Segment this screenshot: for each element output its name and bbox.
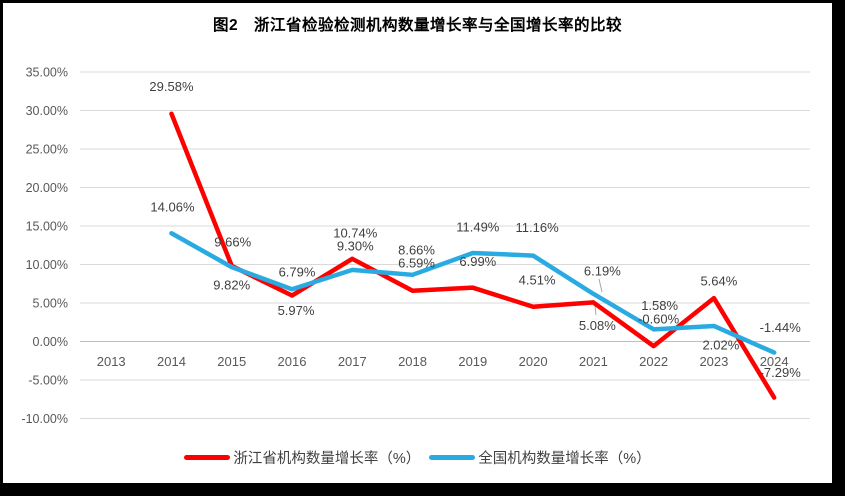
x-axis-tick-label: 2022 — [639, 354, 668, 369]
zhejiang-legend-swatch — [184, 455, 231, 460]
national-legend-label: 全国机构数量增长率（%） — [478, 451, 651, 467]
data-label: 6.79% — [279, 265, 316, 280]
data-label: 9.82% — [213, 277, 250, 292]
chart-legend: 浙江省机构数量增长率（%） 全国机构数量增长率（%） — [3, 447, 832, 468]
y-axis-tick-label: 0.00% — [33, 335, 68, 349]
data-label: 2.02% — [702, 337, 739, 352]
x-axis-tick-label: 2014 — [157, 354, 186, 369]
label-leader-line — [594, 305, 597, 316]
data-label: 14.06% — [150, 200, 195, 215]
y-axis-tick-label: 5.00% — [33, 297, 68, 311]
data-label: 6.19% — [584, 263, 621, 278]
data-label: 6.99% — [459, 254, 496, 269]
y-axis-tick-label: 35.00% — [26, 66, 68, 80]
y-axis-tick-label: 30.00% — [26, 104, 68, 118]
data-label: 5.64% — [700, 274, 737, 289]
x-axis-tick-label: 2018 — [398, 354, 427, 369]
data-label: 11.49% — [456, 220, 500, 235]
x-axis-tick-label: 2013 — [97, 354, 126, 369]
legend-item-zhejiang: 浙江省机构数量增长率（%） — [184, 447, 420, 468]
data-label: -1.44% — [760, 320, 802, 335]
x-axis-tick-label: 2024 — [760, 354, 789, 369]
data-label: 8.66% — [398, 242, 435, 257]
x-axis-tick-label: 2017 — [338, 354, 367, 369]
national-legend-swatch — [429, 455, 476, 460]
data-label: 5.08% — [579, 318, 616, 333]
x-axis-tick-label: 2020 — [519, 354, 548, 369]
data-label: 6.59% — [398, 255, 435, 270]
data-label: 11.16% — [516, 220, 560, 235]
x-axis-tick-label: 2021 — [579, 354, 608, 369]
x-axis-tick-label: 2019 — [458, 354, 487, 369]
y-axis-tick-label: 15.00% — [26, 220, 68, 234]
y-axis-tick-label: 25.00% — [26, 143, 68, 157]
y-axis-tick-label: -10.00% — [21, 412, 68, 426]
data-label: -7.29% — [760, 365, 802, 380]
chart-title: 图2 浙江省检验检测机构数量增长率与全国增长率的比较 — [212, 17, 623, 34]
x-axis-tick-label: 2015 — [217, 354, 246, 369]
data-label: -0.60% — [638, 312, 680, 327]
x-axis-tick-label: 2023 — [699, 354, 728, 369]
label-leader-line — [598, 278, 603, 293]
data-label: 5.97% — [278, 303, 315, 318]
chart-frame — [3, 3, 832, 483]
data-label: 9.30% — [337, 238, 374, 253]
x-axis-tick-label: 2016 — [278, 354, 307, 369]
y-axis-tick-label: -5.00% — [28, 374, 68, 388]
data-label: 4.51% — [519, 272, 556, 287]
legend-item-national: 全国机构数量增长率（%） — [429, 447, 651, 468]
data-label: 9.66% — [214, 235, 251, 250]
y-axis-tick-label: 20.00% — [26, 181, 68, 195]
y-axis-tick-label: 10.00% — [26, 258, 68, 272]
data-label: 1.58% — [641, 298, 678, 313]
data-label: 10.74% — [333, 225, 378, 240]
zhejiang-legend-label: 浙江省机构数量增长率（%） — [233, 451, 421, 467]
data-label: 29.58% — [149, 79, 194, 94]
national-series-line — [169, 230, 777, 355]
